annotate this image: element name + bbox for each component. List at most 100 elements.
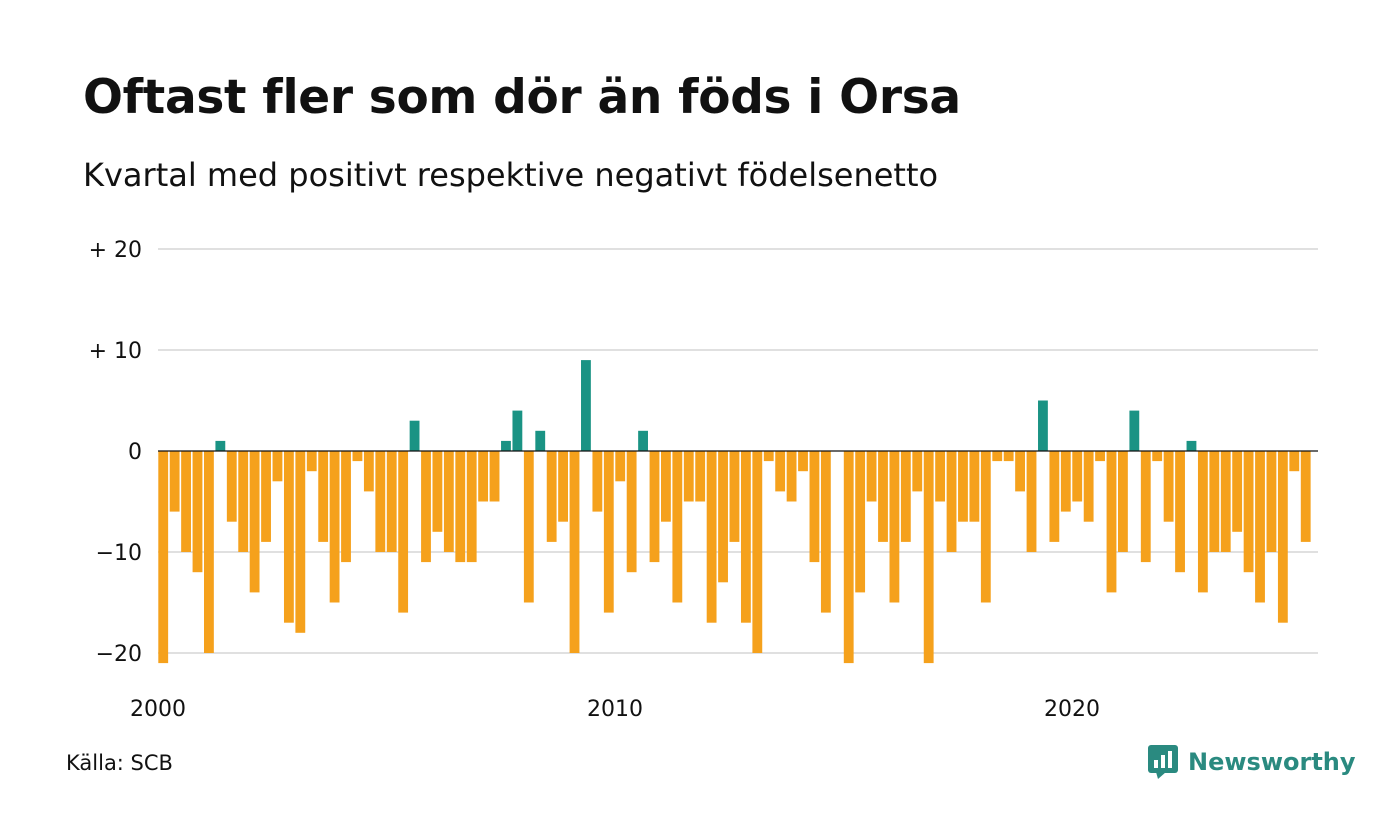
bar-negative <box>969 451 980 522</box>
chart-title: Oftast fler som dör än föds i Orsa <box>83 70 961 125</box>
bar-negative <box>455 451 466 563</box>
bar-negative <box>283 451 294 623</box>
bar-negative <box>341 451 351 563</box>
bar-negative <box>798 451 808 472</box>
bar-negative <box>158 451 169 664</box>
bar-negative <box>261 451 271 542</box>
bar-negative <box>272 451 283 482</box>
bar-negative <box>432 451 443 532</box>
bar-negative <box>546 451 557 542</box>
bar-negative <box>889 451 900 603</box>
bar-negative <box>1300 451 1311 542</box>
bar-negative <box>1243 451 1254 573</box>
bar-negative <box>558 451 568 522</box>
bar-negative <box>843 451 854 664</box>
bar-positive <box>409 420 420 451</box>
bar-negative <box>695 451 706 502</box>
bar-negative <box>569 451 580 653</box>
bar-negative <box>923 451 934 664</box>
bar-negative <box>592 451 603 512</box>
x-tick-label: 2020 <box>1044 697 1100 722</box>
bar-negative <box>1140 451 1151 563</box>
bar-negative <box>489 451 500 502</box>
x-tick-label: 2010 <box>587 697 643 722</box>
bar-positive <box>638 430 648 451</box>
bar-negative <box>809 451 820 563</box>
bar-negative <box>706 451 717 623</box>
bar-negative <box>192 451 203 573</box>
bar-positive <box>512 410 523 451</box>
x-tick-label: 2000 <box>130 697 186 722</box>
bar-negative <box>1152 451 1163 462</box>
bar-negative <box>1255 451 1265 603</box>
bar-negative <box>1083 451 1094 522</box>
source-note: Källa: SCB <box>66 751 173 775</box>
brand-name: Newsworthy <box>1188 748 1356 776</box>
bar-negative <box>855 451 866 593</box>
bar-negative <box>775 451 786 492</box>
bar-negative <box>204 451 214 653</box>
bar-negative <box>740 451 751 623</box>
bar-positive <box>215 440 226 451</box>
bar-negative <box>1266 451 1277 552</box>
bar-positive <box>581 360 591 451</box>
x-axis-ticks: 2000 2010 2020 <box>130 697 1100 722</box>
bar-negative <box>729 451 740 542</box>
chart-subtitle: Kvartal med positivt respektive negativt… <box>83 156 939 194</box>
bar-negative <box>752 451 763 653</box>
bar-negative <box>478 451 489 502</box>
bar-negative <box>318 451 329 542</box>
bar-negative <box>900 451 911 542</box>
bar-negative <box>1118 451 1128 552</box>
bar-negative <box>1220 451 1231 552</box>
y-tick-label: + 20 <box>89 238 142 263</box>
y-tick-label: −10 <box>96 541 142 566</box>
bar-negative <box>718 451 728 583</box>
bars <box>158 360 1311 664</box>
bar-negative <box>626 451 637 573</box>
bar-negative <box>238 451 249 552</box>
bar-negative <box>820 451 831 613</box>
bar-negative <box>363 451 374 492</box>
bar-negative <box>386 451 397 552</box>
bar-negative <box>603 451 614 613</box>
bar-positive <box>1038 400 1048 451</box>
bar-negative <box>1106 451 1117 593</box>
bar-negative <box>1163 451 1174 522</box>
bar-negative <box>649 451 660 563</box>
bar-positive <box>1186 440 1197 451</box>
bar-negative <box>169 451 180 512</box>
bar-negative <box>866 451 877 502</box>
bar-negative <box>786 451 797 502</box>
bar-negative <box>1175 451 1185 573</box>
bar-negative <box>958 451 968 522</box>
bar-negative <box>226 451 237 522</box>
bar-negative <box>295 451 306 633</box>
bar-negative <box>1232 451 1243 532</box>
bar-negative <box>306 451 317 472</box>
bar-negative <box>980 451 991 603</box>
bar-negative <box>1209 451 1220 552</box>
bar-negative <box>1072 451 1083 502</box>
bar-negative <box>1015 451 1025 492</box>
bar-negative <box>398 451 409 613</box>
bar-negative <box>181 451 191 552</box>
bar-negative <box>352 451 363 462</box>
bar-negative <box>329 451 340 603</box>
bar-negative <box>661 451 671 522</box>
bar-negative <box>683 451 694 502</box>
bar-negative <box>992 451 1003 462</box>
bar-negative <box>615 451 626 482</box>
bar-negative <box>443 451 454 552</box>
bar-negative <box>1197 451 1208 593</box>
bar-negative <box>935 451 946 502</box>
bar-negative <box>878 451 888 542</box>
y-tick-label: 0 <box>128 440 142 465</box>
bar-positive <box>501 440 511 451</box>
bar-positive <box>1129 410 1140 451</box>
bar-negative <box>672 451 683 603</box>
brand-logo[interactable]: Newsworthy <box>1148 745 1356 779</box>
bar-negative <box>1049 451 1060 542</box>
